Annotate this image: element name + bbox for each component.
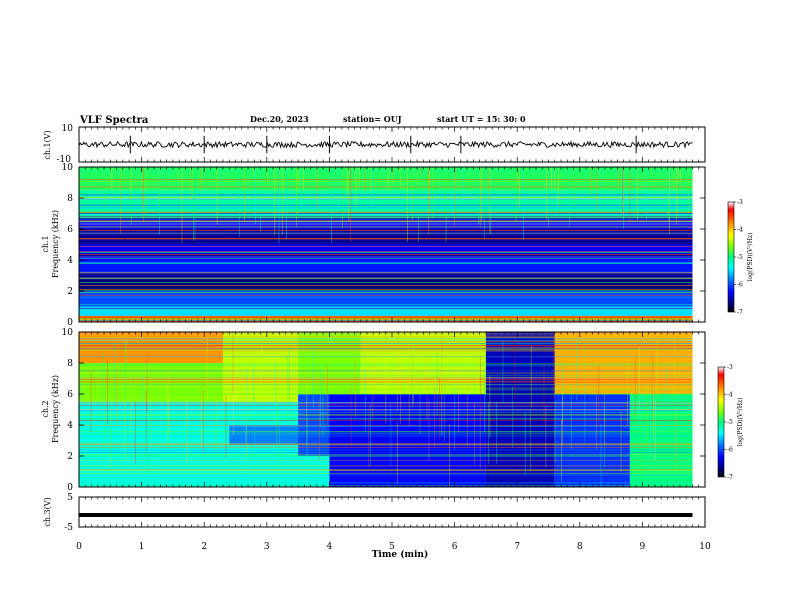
ch2-colorbar-tick-label: -5 xyxy=(727,419,733,426)
x-tick-label: 2 xyxy=(201,542,207,552)
ch3-waveform-panel: 5 -5 ch.3(V) xyxy=(43,493,706,533)
ch1-waveform-trace xyxy=(78,139,693,149)
ch1-colorbar-tick-label: -3 xyxy=(737,199,743,206)
ch1-spectrogram-band xyxy=(79,216,693,229)
ch2-spectrogram-ylabel-channel: ch.2 xyxy=(41,400,50,417)
x-tick-label: 8 xyxy=(577,542,583,552)
x-tick-label: 4 xyxy=(327,542,333,552)
ch2-colorbar-ticks: -3 -4 -5 -6 -7 xyxy=(724,364,733,481)
ch2-colorbar: -3 -4 -5 -6 -7 log(PSD)(V²/Hz) xyxy=(717,364,744,481)
ch2-colorbar-tick-label: -6 xyxy=(727,447,733,454)
x-tick-label: 1 xyxy=(139,542,145,552)
ch2-ytick-label: 8 xyxy=(67,359,73,369)
ch2-colorbar-tick-label: -3 xyxy=(727,364,733,371)
ch2-spectrogram-yticks: 0 2 4 6 8 10 xyxy=(62,328,705,493)
ch1-ytick-label: 6 xyxy=(67,225,73,235)
time-axis-tick-labels: 0 1 2 3 4 5 6 7 8 9 10 xyxy=(76,542,711,552)
x-tick-label: 7 xyxy=(514,542,520,552)
ch1-colorbar: -3 -4 -5 -6 -7 log(PSD)(V²/Hz) xyxy=(727,199,754,316)
ch1-ytick-label: 2 xyxy=(67,287,73,297)
ch2-spectrogram-plot xyxy=(79,332,705,488)
ch1-colorbar-gradient xyxy=(727,201,735,313)
date-label: Dec.20, 2023 xyxy=(250,114,309,124)
x-tick-label: 0 xyxy=(76,542,82,552)
ch2-ytick-label: 4 xyxy=(67,421,73,431)
x-tick-label: 9 xyxy=(640,542,646,552)
ch1-spectrogram-ylabel-channel: ch.1 xyxy=(41,235,50,252)
x-tick-label: 3 xyxy=(264,542,270,552)
ch1-spectrogram-ylabel-frequency: Frequency (kHz) xyxy=(51,210,60,278)
ch1-spectrogram-yticks: 0 2 4 6 8 10 xyxy=(62,163,705,328)
ch1-colorbar-label: log(PSD)(V²/Hz) xyxy=(747,233,754,282)
x-tick-label: 10 xyxy=(699,542,711,552)
ch1-colorbar-tick-label: -4 xyxy=(737,227,743,234)
ch2-colorbar-tick-label: -4 xyxy=(727,392,733,399)
ch2-spectrogram-ylabel-frequency: Frequency (kHz) xyxy=(51,375,60,443)
ch2-colorbar-gradient xyxy=(717,366,725,478)
ch1-colorbar-ticks: -3 -4 -5 -6 -7 xyxy=(734,199,743,316)
ch2-ytick-label: 6 xyxy=(67,390,73,400)
ch1-spectrogram-band xyxy=(79,306,693,316)
ch2-spectrogram-region xyxy=(298,332,361,394)
time-axis-ticks xyxy=(78,127,706,527)
ch2-spectrogram-region xyxy=(554,332,693,394)
ch1-colorbar-tick-label: -7 xyxy=(737,309,743,316)
ch1-waveform-panel: 10 -10 ch.1(V) xyxy=(43,124,706,165)
time-axis-label: Time (min) xyxy=(372,549,429,560)
ch3-ytick-top: 5 xyxy=(67,493,73,503)
ch1-waveform-ylabel: ch.1(V) xyxy=(43,130,52,159)
ch1-spectrogram-panel: 0 2 4 6 8 10 ch.1 Frequency (kHz) xyxy=(41,163,706,328)
ch1-ytick-label: 4 xyxy=(67,256,73,266)
ch1-ytick-bottom: -10 xyxy=(57,155,72,165)
ch1-colorbar-tick-label: -5 xyxy=(737,254,743,261)
ch1-ytick-top: 10 xyxy=(62,124,74,134)
ch2-spectrogram-region xyxy=(360,332,486,394)
ch1-waveform-plot xyxy=(78,135,693,154)
ch1-spectrogram-band xyxy=(79,167,693,191)
ch1-spectrogram-band xyxy=(79,260,693,276)
ch1-ytick-label: 8 xyxy=(67,194,73,204)
ch1-spectrogram-band xyxy=(79,229,693,245)
station-label: station= OUJ xyxy=(343,114,402,124)
start-ut-label: start UT = 15: 30: 0 xyxy=(437,114,526,124)
ch2-colorbar-tick-label: -7 xyxy=(727,474,733,481)
ch2-spectrogram-region xyxy=(229,425,299,446)
x-tick-label: 6 xyxy=(452,542,458,552)
ch1-colorbar-tick-label: -6 xyxy=(737,282,743,289)
ch2-ytick-label: 10 xyxy=(62,328,74,338)
ch3-waveform-ylabel: ch.3(V) xyxy=(43,497,52,526)
ch2-ytick-label: 0 xyxy=(67,483,73,493)
ch3-ytick-bottom: -5 xyxy=(64,523,73,533)
ch1-spectrogram-band xyxy=(79,291,693,307)
ch2-spectrogram-region xyxy=(222,332,299,402)
figure-title: VLF Spectra xyxy=(79,115,149,126)
ch2-spectrogram-panel: 0 2 4 6 8 10 ch.2 Frequency (kHz) xyxy=(41,328,706,493)
ch1-ytick-label: 10 xyxy=(62,163,74,173)
ch1-ytick-label: 0 xyxy=(67,318,73,328)
ch2-colorbar-label: log(PSD)(V²/Hz) xyxy=(737,398,744,447)
ch2-ytick-label: 2 xyxy=(67,452,73,462)
x-tick-label: 5 xyxy=(389,542,395,552)
ch1-spectrogram-plot xyxy=(79,167,705,322)
